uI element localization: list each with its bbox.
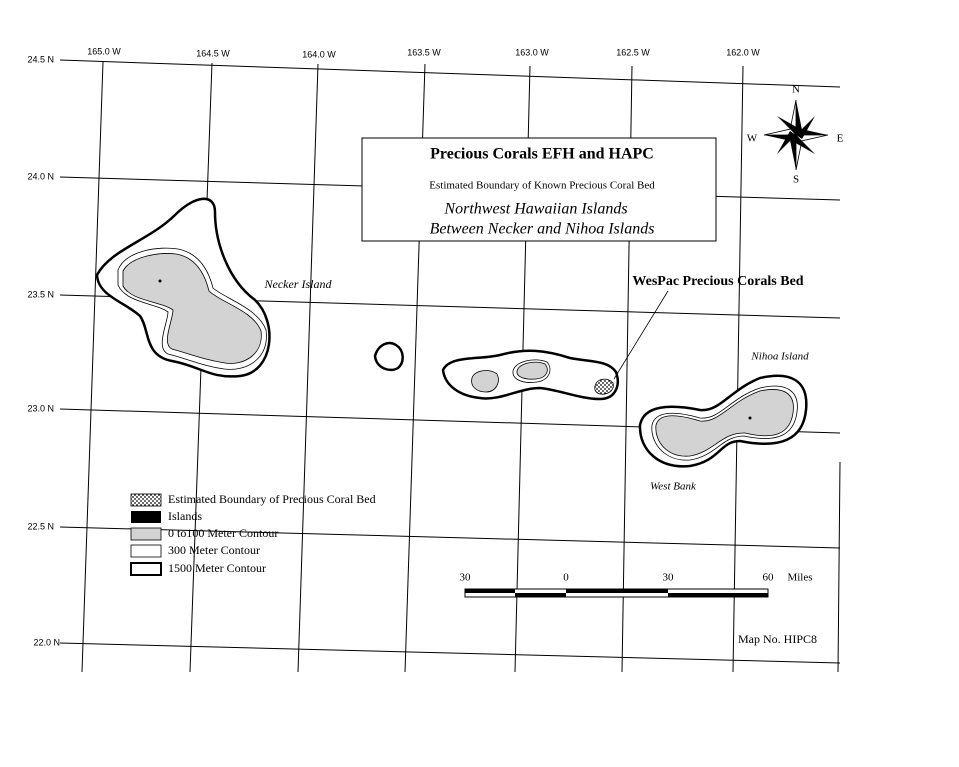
scale-segment (566, 589, 668, 593)
legend-label: 300 Meter Contour (168, 543, 260, 557)
legend-swatch (130, 544, 162, 558)
latitude-label: 22.5 N (27, 521, 54, 531)
legend-label: Estimated Boundary of Precious Coral Bed (168, 492, 376, 506)
legend-swatch (130, 527, 162, 541)
longitude-label: 162.5 W (616, 47, 650, 57)
latitude-label: 24.5 N (27, 54, 54, 64)
scale-bar: 30 0 30 60 Miles (460, 572, 813, 598)
compass-label: E (837, 133, 844, 145)
scale-label: 30 (460, 572, 472, 584)
longitude-label: 164.5 W (196, 48, 230, 58)
scale-segment (668, 593, 768, 597)
latitude-label: 24.0 N (27, 171, 54, 181)
compass-label: S (793, 174, 799, 186)
place-label: WesPac Precious Corals Bed (632, 274, 803, 289)
middle-bank (441, 290, 669, 401)
region-line: Northwest Hawaiian Islands (443, 201, 627, 218)
longitude-line (837, 461, 841, 673)
longitude-label: 163.5 W (407, 47, 441, 57)
compass-point (792, 135, 815, 154)
scale-segment (465, 589, 515, 593)
compass-label: N (792, 84, 800, 96)
latitude-line (59, 642, 841, 664)
longitude-label: 165.0 W (87, 46, 121, 56)
place-label: West Bank (650, 481, 697, 493)
longitude-line (297, 63, 319, 673)
longitude-line (732, 65, 744, 673)
longitude-labels: 165.0 W 164.5 W 164.0 W 163.5 W 163.0 W … (87, 46, 760, 59)
compass-point (796, 100, 802, 135)
legend-label: 0 to100 Meter Contour (168, 526, 278, 540)
island (158, 279, 162, 283)
scale-unit: Miles (787, 572, 812, 584)
longitude-label: 162.0 W (726, 47, 760, 57)
compass-point (790, 135, 796, 170)
scale-label: 60 (763, 572, 775, 584)
compass-point (777, 131, 796, 154)
region-line: Between Necker and Nihoa Islands (430, 221, 655, 238)
legend-label: Islands (168, 509, 202, 523)
latitude-label: 23.0 N (27, 403, 54, 413)
necker-bank (95, 197, 271, 378)
contour-0-100 (516, 361, 548, 380)
latitude-line (59, 59, 841, 88)
place-label: Nihoa Island (750, 351, 809, 363)
latitude-label: 23.5 N (27, 289, 54, 299)
map-number: Map No. HIPC8 (738, 632, 817, 646)
compass-label: W (747, 133, 758, 145)
latitude-label: 22.0 N (33, 637, 60, 647)
contour-0-100 (122, 253, 262, 364)
title-frame (361, 137, 717, 242)
compass-point (796, 116, 815, 139)
island (748, 416, 752, 420)
nihoa-bank (638, 374, 808, 468)
longitude-label: 164.0 W (302, 49, 336, 59)
longitude-label: 163.0 W (515, 47, 549, 57)
title: Precious Corals EFH and HAPC (430, 146, 654, 163)
subtitle: Estimated Boundary of Known Precious Cor… (429, 180, 655, 192)
compass: N S E W (747, 84, 844, 186)
scale-segment (515, 593, 566, 597)
title-box: Precious Corals EFH and HAPC Estimated B… (361, 137, 717, 242)
place-label: Necker Island (264, 277, 333, 291)
latitude-labels: 24.5 N 24.0 N 23.5 N 23.0 N 22.5 N 22.0 … (27, 54, 60, 647)
compass-point (777, 116, 800, 135)
contour-0-100 (655, 389, 794, 457)
leader-line (613, 290, 669, 380)
coral-bed (594, 378, 614, 395)
legend-swatch (130, 562, 162, 576)
legend-swatch (131, 511, 161, 523)
latitude-line (59, 526, 841, 549)
longitude-line (81, 61, 104, 673)
scale-label: 30 (663, 572, 675, 584)
scale-label: 0 (563, 572, 569, 584)
legend-swatch (130, 493, 162, 507)
legend: Estimated Boundary of Precious Coral Bed… (130, 492, 376, 576)
contour-0-100 (471, 370, 499, 393)
seamount-contour-1500 (373, 341, 404, 372)
legend-label: 1500 Meter Contour (168, 561, 266, 575)
